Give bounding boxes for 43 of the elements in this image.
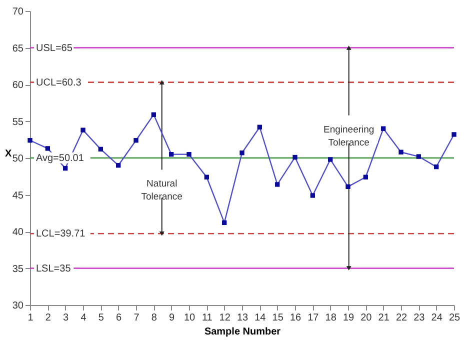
x-axis-title: Sample Number: [204, 326, 281, 338]
x-tick-label: 22: [396, 312, 408, 324]
x-tick-label: 8: [151, 312, 158, 324]
x-tick-label: 17: [308, 312, 320, 324]
y-tick-label: 65: [12, 43, 24, 54]
x-tick-label: 4: [80, 312, 87, 324]
x-tick-label: 1: [28, 312, 34, 324]
x-tick-label: 21: [378, 312, 390, 324]
annotation: Natural Tolerance: [141, 178, 182, 203]
x-tick-label: 20: [360, 312, 372, 324]
x-tick-label: 13: [236, 312, 248, 324]
ref-line-label: Avg=50.01: [36, 152, 84, 164]
x-tick-label: 15: [272, 312, 284, 324]
x-tick-label: 18: [325, 312, 337, 324]
y-tick-label: 60: [12, 80, 24, 91]
x-tick-label: 25: [448, 312, 460, 324]
y-tick-label: 35: [12, 264, 24, 275]
x-tick-label: 23: [414, 312, 426, 324]
x-tick-label: 9: [169, 312, 176, 324]
x-tick-label: 19: [342, 312, 354, 324]
ref-line-label: LCL=39.71: [36, 228, 86, 240]
x-tick-label: 10: [184, 312, 196, 324]
y-tick-label: 30: [12, 300, 24, 312]
x-tick-label: 7: [134, 312, 140, 324]
ref-line-label: UCL=60.3: [36, 77, 82, 88]
y-tick-label: 50: [12, 154, 24, 164]
x-tick-label: 6: [116, 312, 122, 324]
y-tick-label: 55: [12, 116, 24, 128]
x-tick-label: 24: [431, 312, 443, 324]
y-axis-title: X: [5, 148, 12, 160]
x-tick-label: 2: [45, 312, 52, 324]
annotation: Engineering Tolerance: [323, 124, 374, 148]
x-tick-label: 11: [202, 312, 213, 324]
y-tick-label: 45: [12, 190, 24, 202]
y-tick-label: 40: [12, 227, 24, 238]
y-tick-label: 70: [12, 6, 24, 18]
ref-line-label: LSL=35: [36, 263, 72, 274]
x-tick-label: 3: [63, 312, 70, 324]
x-tick-label: 5: [98, 312, 104, 324]
x-tick-label: 16: [290, 312, 302, 324]
ref-line-label: USL=65: [36, 42, 73, 54]
x-tick-label: 14: [254, 312, 266, 324]
x-tick-label: 12: [219, 312, 231, 324]
